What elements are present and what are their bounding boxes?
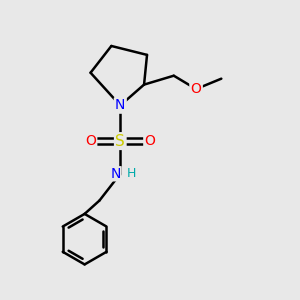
Text: S: S (116, 134, 125, 148)
Text: O: O (190, 82, 202, 96)
Text: N: N (115, 98, 125, 112)
Text: N: N (111, 167, 121, 181)
Text: O: O (85, 134, 96, 148)
Text: O: O (145, 134, 155, 148)
Text: H: H (127, 167, 136, 180)
